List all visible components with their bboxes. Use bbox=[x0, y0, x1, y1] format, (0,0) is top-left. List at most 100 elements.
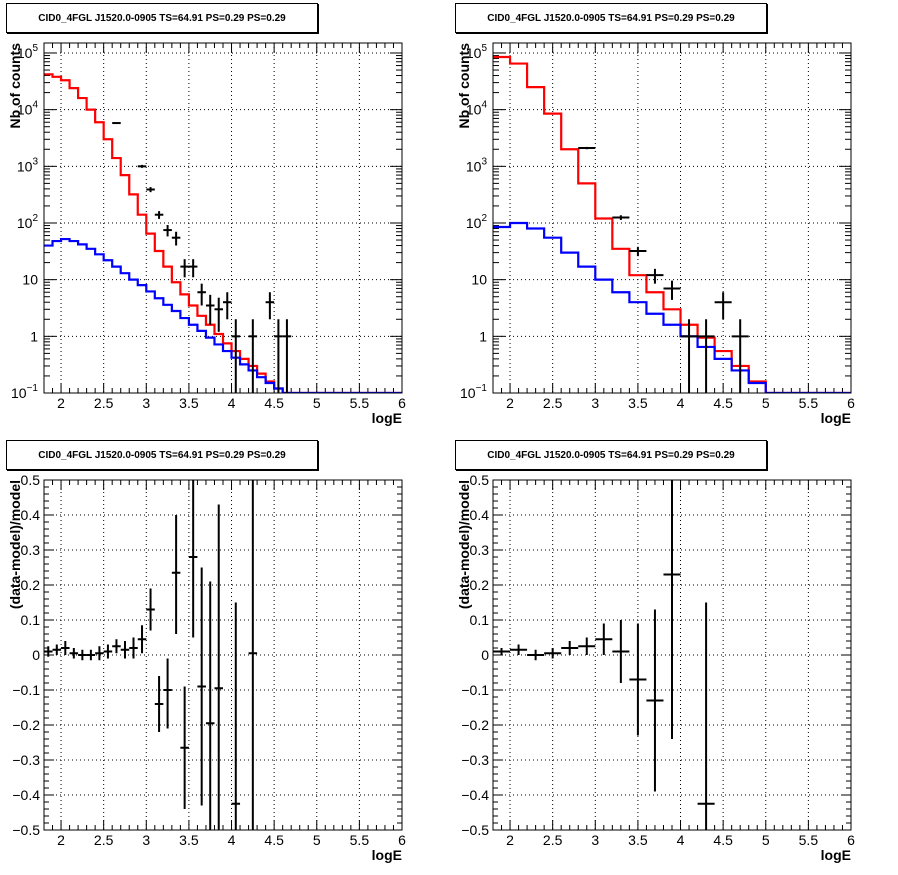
data-point bbox=[612, 215, 630, 220]
counts-plot-left: 2 2.5 3 3.5 4 4.5 5 5.5 6 10−1 1 10 102 103 104 105 logE… bbox=[7, 42, 406, 426]
data-point bbox=[714, 292, 732, 320]
data-point bbox=[274, 319, 283, 393]
data-point bbox=[731, 319, 749, 393]
y-tick-label: −0.1 bbox=[12, 682, 40, 698]
data-point bbox=[197, 283, 206, 306]
data-point bbox=[103, 644, 113, 659]
axis-ticks bbox=[492, 43, 852, 394]
data-point bbox=[697, 319, 715, 393]
data-layer bbox=[44, 480, 258, 830]
plot-frame bbox=[492, 479, 852, 831]
data-point bbox=[214, 504, 223, 830]
plot-title: CID0_4FGL J1520.0-0905 TS=64.91 PS=0.29 … bbox=[6, 3, 318, 33]
data-layer bbox=[493, 55, 851, 393]
y-tick-label: 10−1 bbox=[460, 383, 487, 401]
data-point bbox=[629, 623, 647, 736]
x-tick-label: 4 bbox=[228, 832, 236, 848]
data-point bbox=[680, 319, 698, 393]
data-point bbox=[61, 641, 70, 655]
data-point bbox=[697, 602, 715, 830]
y-tick-label: −0.4 bbox=[12, 787, 40, 803]
y-tick-label: 10 bbox=[22, 272, 38, 288]
y-tick-label: 0.4 bbox=[21, 507, 41, 523]
data-point bbox=[112, 639, 121, 654]
data-point bbox=[510, 644, 528, 655]
data-point bbox=[171, 231, 181, 246]
plot-title: CID0_4FGL J1520.0-0905 TS=64.91 PS=0.29 … bbox=[6, 440, 318, 470]
y-axis-label: (data-model)/model bbox=[7, 480, 23, 609]
data-point bbox=[180, 686, 189, 809]
x-tick-label: 4 bbox=[677, 832, 685, 848]
data-point bbox=[561, 641, 579, 655]
data-point bbox=[223, 292, 232, 320]
data-point bbox=[248, 319, 258, 393]
counts-plot-right: 2 2.5 3 3.5 4 4.5 5 5.5 6 10−1 1 10 102 103 104 105 logE… bbox=[456, 42, 855, 426]
residual-plot-left: 2 2.5 3 3.5 4 4.5 5 5.5 6 −0.5 −0.4 −0.3 −0.2 −0.1 0 0.… bbox=[7, 472, 406, 863]
data-point bbox=[663, 480, 681, 739]
axis-ticks bbox=[43, 479, 403, 831]
data-point bbox=[265, 292, 275, 320]
x-tick-label: 4.5 bbox=[713, 832, 733, 848]
x-tick-label: 6 bbox=[847, 395, 855, 411]
data-point bbox=[205, 294, 215, 325]
data-point bbox=[163, 225, 172, 237]
residual-panel-left: 2 2.5 3 3.5 4 4.5 5 5.5 6 −0.5 −0.4 −0.3 −0.2 −0.1 0 0.… bbox=[0, 437, 449, 874]
data-point bbox=[197, 567, 206, 806]
data-point bbox=[248, 480, 258, 830]
data-point bbox=[231, 602, 241, 830]
data-point bbox=[154, 211, 164, 219]
data-point bbox=[52, 644, 62, 655]
y-tick-label: 103 bbox=[17, 156, 39, 174]
y-tick-label: −0.5 bbox=[12, 822, 40, 838]
x-tick-label: 5.5 bbox=[350, 832, 370, 848]
y-tick-label: 0.1 bbox=[470, 612, 490, 628]
y-tick-label: 0.3 bbox=[21, 542, 41, 558]
x-tick-label: 4.5 bbox=[264, 832, 284, 848]
data-point bbox=[171, 515, 181, 634]
x-tick-label: 2.5 bbox=[543, 832, 563, 848]
y-tick-label: −0.2 bbox=[461, 717, 489, 733]
data-point bbox=[86, 649, 96, 661]
data-point bbox=[663, 280, 681, 300]
y-tick-label: 102 bbox=[17, 213, 39, 231]
y-tick-label: −0.3 bbox=[12, 752, 40, 768]
y-tick-label: 0.2 bbox=[21, 577, 41, 593]
source-model-histogram bbox=[44, 237, 402, 393]
data-point bbox=[120, 641, 130, 659]
x-tick-label: 3 bbox=[591, 395, 599, 411]
y-tick-label: 1 bbox=[30, 328, 38, 344]
x-tick-label: 2.5 bbox=[94, 395, 114, 411]
axis-ticks bbox=[43, 43, 403, 394]
counts-panel-left: 2 2.5 3 3.5 4 4.5 5 5.5 6 10−1 1 10 102 103 104 105 logE… bbox=[0, 0, 449, 437]
data-point bbox=[544, 648, 562, 659]
plot-frame bbox=[43, 42, 403, 394]
y-axis-label: Nb of counts bbox=[456, 43, 472, 129]
data-point bbox=[129, 637, 138, 659]
x-tick-label: 3 bbox=[142, 832, 150, 848]
data-point bbox=[69, 648, 79, 659]
x-tick-label: 4 bbox=[677, 395, 685, 411]
y-tick-label: 104 bbox=[17, 100, 39, 118]
data-point bbox=[188, 480, 198, 638]
x-tick-label: 2.5 bbox=[543, 395, 563, 411]
data-point bbox=[154, 676, 164, 732]
y-tick-label: 105 bbox=[466, 43, 488, 61]
data-point bbox=[44, 646, 53, 657]
y-tick-label: 0.3 bbox=[470, 542, 490, 558]
data-points bbox=[44, 480, 258, 830]
x-axis-label: logE bbox=[821, 847, 851, 863]
y-tick-label: 0.5 bbox=[21, 472, 41, 488]
y-tick-label: −0.2 bbox=[12, 717, 40, 733]
x-tick-label: 2 bbox=[506, 395, 514, 411]
data-point bbox=[112, 122, 121, 125]
data-point bbox=[578, 146, 596, 150]
data-point bbox=[595, 623, 613, 655]
data-point bbox=[205, 581, 215, 830]
x-tick-label: 2 bbox=[57, 832, 65, 848]
x-tick-label: 5.5 bbox=[799, 832, 819, 848]
data-point bbox=[214, 297, 223, 332]
plot-frame bbox=[43, 479, 403, 831]
y-tick-label: 0.4 bbox=[470, 507, 490, 523]
x-tick-label: 3 bbox=[591, 832, 599, 848]
data-point bbox=[78, 649, 87, 661]
